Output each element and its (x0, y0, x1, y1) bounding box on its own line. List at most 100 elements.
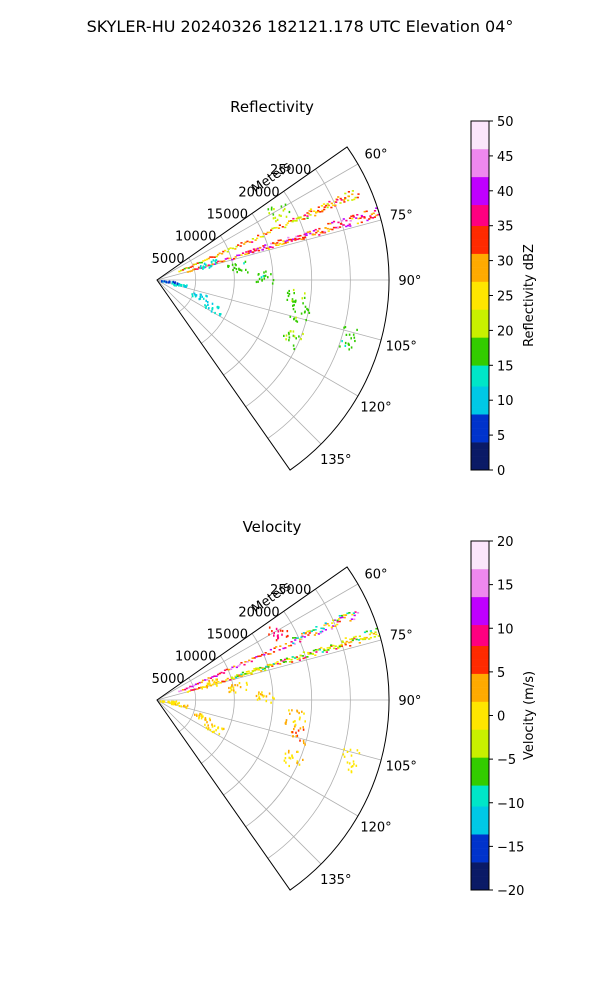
range-gate (343, 755, 346, 758)
range-gate (312, 629, 315, 631)
range-gate (301, 218, 304, 220)
range-gate (270, 701, 272, 704)
azimuth-tick-label: 75° (390, 629, 413, 644)
range-gate (270, 229, 273, 231)
range-gate (295, 235, 298, 238)
colorbar-step (471, 799, 489, 807)
range-gate (293, 318, 295, 321)
range-ring (267, 168, 351, 439)
range-gate (308, 210, 311, 212)
range-gate (343, 326, 345, 329)
range-gate (341, 616, 344, 619)
range-gate (171, 700, 173, 703)
range-gate (285, 719, 288, 722)
colorbar-step (471, 743, 489, 751)
range-gate (332, 226, 336, 229)
range-gate (276, 635, 279, 638)
range-gate (291, 754, 293, 757)
range-gate (211, 302, 214, 305)
range-gate (180, 269, 183, 272)
range-gate (296, 217, 299, 220)
range-gate (229, 690, 232, 693)
range-gate (306, 212, 309, 214)
range-gate (201, 715, 203, 718)
range-gate (282, 242, 285, 245)
range-gate (363, 631, 367, 634)
radar-returns (161, 190, 380, 351)
colorbar-step (471, 617, 489, 626)
range-gate (198, 715, 200, 718)
range-gate (272, 651, 276, 653)
range-gate (315, 632, 318, 634)
range-gate (273, 647, 276, 649)
range-gate (240, 673, 243, 676)
range-gate (352, 760, 355, 763)
range-gate (172, 280, 175, 283)
range-gate (324, 227, 327, 229)
range-gate (356, 222, 359, 225)
range-gate (321, 651, 324, 653)
range-gate (294, 239, 297, 241)
range-gate (181, 269, 185, 271)
range-gate (245, 681, 248, 684)
range-gate (217, 307, 219, 310)
azimuth-spoke (156, 583, 359, 701)
range-gate (350, 765, 353, 768)
range-gate (278, 224, 281, 226)
colorbar-step (471, 596, 489, 605)
range-gate (196, 714, 198, 717)
range-gate (213, 256, 216, 258)
range-gate (278, 242, 282, 245)
range-gate (206, 295, 208, 298)
range-gate (288, 764, 290, 768)
range-gate (213, 730, 215, 733)
range-gate (193, 292, 196, 295)
return-cluster (286, 288, 306, 307)
colorbar-step (471, 750, 489, 758)
range-gate (225, 668, 228, 671)
range-gate (352, 333, 355, 336)
range-gate (239, 686, 242, 689)
range-gate (237, 244, 240, 246)
colorbar-step (471, 841, 489, 849)
range-gate (162, 700, 165, 703)
range-gate (302, 728, 305, 731)
range-gate (346, 761, 349, 764)
range-gate (313, 233, 316, 236)
figure-title: SKYLER-HU 20240326 182121.178 UTC Elevat… (87, 17, 514, 36)
range-gate (215, 683, 217, 686)
range-gate (206, 721, 208, 724)
colorbar-step (471, 729, 489, 737)
return-cluster (204, 302, 222, 317)
range-gate (173, 284, 176, 287)
range-gate (235, 666, 238, 669)
range-gate (244, 253, 247, 256)
range-gate (337, 221, 340, 224)
colorbar-step (471, 134, 489, 143)
range-gate (281, 243, 284, 246)
range-gate (290, 238, 293, 241)
range-gate (294, 639, 297, 641)
range-gate (373, 210, 377, 212)
range-gate (258, 247, 261, 249)
range-gate (175, 284, 177, 287)
colorbar-step (471, 568, 489, 577)
azimuth-tick-label: 105° (386, 759, 417, 774)
range-ring (267, 588, 351, 859)
range-gate (291, 709, 293, 712)
range-gate (262, 232, 265, 235)
range-gate (211, 307, 214, 310)
range-gate (253, 668, 256, 670)
range-gate (348, 762, 351, 765)
colorbar-step (471, 631, 489, 640)
return-ray (245, 207, 378, 254)
range-gate (192, 263, 195, 266)
azimuth-spoke (156, 279, 382, 341)
range-gate (297, 235, 300, 237)
range-gate (277, 630, 280, 633)
range-gate (354, 611, 357, 613)
range-gate (259, 655, 262, 657)
colorbar-step (471, 813, 489, 821)
range-gate (351, 190, 354, 192)
range-gate (267, 666, 270, 668)
